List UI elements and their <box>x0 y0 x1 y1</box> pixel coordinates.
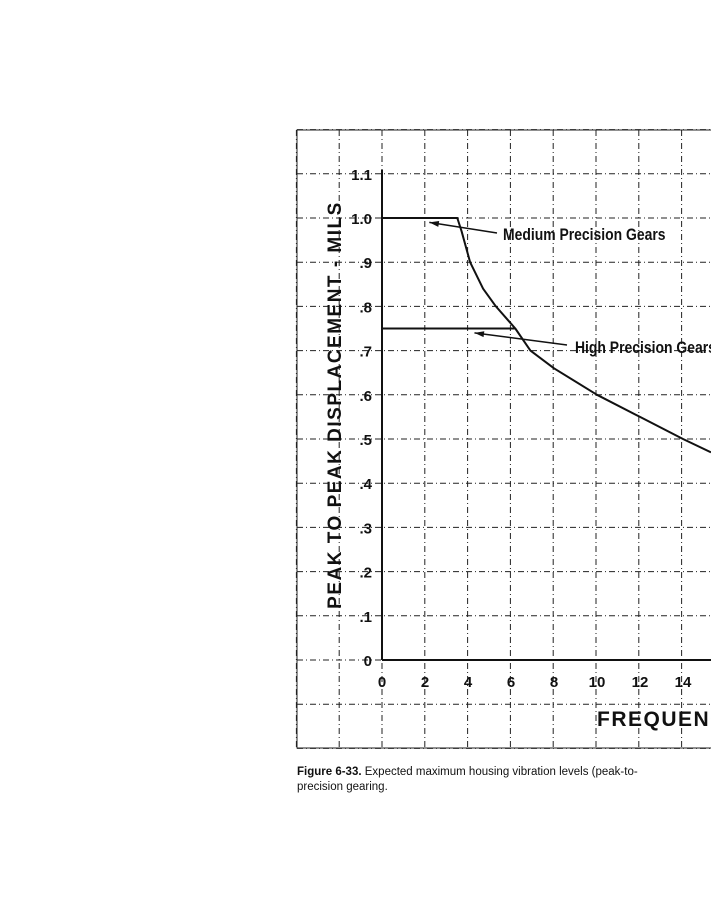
y-tick-label: .5 <box>359 432 372 449</box>
annotations: Medium Precision Gears High Precision Gea… <box>429 220 711 358</box>
annotation-leader <box>429 221 498 234</box>
vibration-chart: 0 2 4 6 8 10 12 14 0 .1 .2 .3 .4 .5 .6 .7 .8 .9 1.0 1.1 Med… <box>295 129 711 749</box>
caption-line2: precision gearing. <box>297 781 388 793</box>
arrowhead-icon <box>429 220 440 227</box>
x-tick-label: 0 <box>378 674 386 691</box>
x-axis-label: FREQUENC <box>597 708 711 731</box>
tick-labels: 0 2 4 6 8 10 12 14 0 .1 .2 .3 .4 .5 .6 .7 .8 .9 1.0 1.1 <box>351 167 692 691</box>
x-tick-label: 10 <box>589 674 606 691</box>
y-tick-label: .7 <box>359 344 372 361</box>
x-tick-label: 8 <box>550 674 558 691</box>
caption-label: Figure 6-33. <box>297 766 362 778</box>
annotation-label: Medium Precision Gears <box>503 226 666 245</box>
y-tick-label: 1.1 <box>351 167 372 184</box>
y-tick-label: .6 <box>359 388 372 405</box>
y-tick-label: .8 <box>359 299 372 316</box>
x-tick-label: 14 <box>675 674 692 691</box>
chart-border <box>296 129 711 749</box>
y-tick-label: 1.0 <box>351 211 372 228</box>
figure-caption: Figure 6-33. Expected maximum housing vi… <box>297 765 638 795</box>
series <box>382 217 711 454</box>
caption-text: Expected maximum housing vibration level… <box>361 766 638 778</box>
series-line-medium-precision <box>382 217 711 454</box>
y-tick-label: 0 <box>364 653 372 670</box>
x-tick-label: 4 <box>464 674 473 691</box>
annotation-label: High Precision Gears <box>575 339 711 358</box>
y-tick-label: .9 <box>359 255 372 272</box>
y-axis-label: PEAK TO PEAK DISPLACEMENT - MILS <box>325 201 346 609</box>
arrowhead-icon <box>474 331 485 338</box>
y-tick-label: .2 <box>359 565 372 582</box>
annotation-leader <box>474 332 568 346</box>
y-tick-label: .4 <box>359 476 372 493</box>
x-tick-label: 12 <box>632 674 649 691</box>
y-tick-label: .3 <box>359 520 372 537</box>
x-tick-label: 6 <box>507 674 515 691</box>
x-tick-label: 2 <box>421 674 429 691</box>
y-tick-label: .1 <box>359 609 372 626</box>
axes <box>381 169 711 661</box>
